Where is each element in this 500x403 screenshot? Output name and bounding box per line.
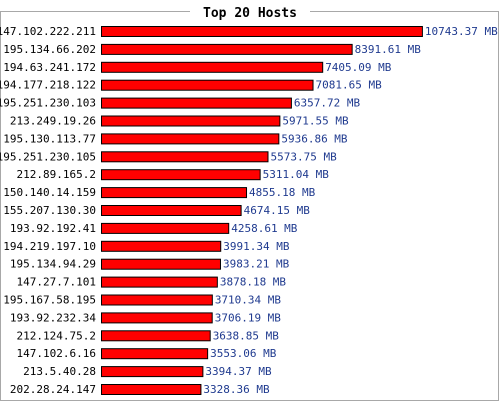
host-label: 195.134.66.202 xyxy=(3,43,96,56)
bar xyxy=(101,43,353,55)
value-label: 3983.21 MB xyxy=(223,258,290,271)
host-label: 195.251.230.103 xyxy=(0,97,96,110)
bar xyxy=(101,348,209,360)
bar xyxy=(101,169,261,181)
bar xyxy=(101,187,248,199)
value-label: 3328.36 MB xyxy=(203,383,270,396)
value-label: 3710.34 MB xyxy=(215,294,282,307)
value-label: 3638.85 MB xyxy=(213,329,280,342)
host-label: 147.102.6.16 xyxy=(17,347,96,360)
host-label: 202.28.24.147 xyxy=(10,383,96,396)
host-label: 147.27.7.101 xyxy=(17,276,96,289)
host-label: 193.92.232.34 xyxy=(10,311,96,324)
value-label: 7405.09 MB xyxy=(325,61,392,74)
host-label: 213.249.19.26 xyxy=(10,115,96,128)
value-label: 3878.18 MB xyxy=(220,276,287,289)
value-label: 3394.37 MB xyxy=(205,365,272,378)
bar xyxy=(101,133,280,145)
bar xyxy=(101,222,230,234)
bar xyxy=(101,312,213,324)
host-label: 150.140.14.159 xyxy=(3,186,96,199)
value-label: 5573.75 MB xyxy=(270,150,337,163)
bar xyxy=(101,26,423,37)
bar xyxy=(101,61,324,73)
value-label: 3553.06 MB xyxy=(210,347,277,360)
host-label: 195.134.94.29 xyxy=(10,258,96,271)
host-label: 195.167.58.195 xyxy=(3,294,96,307)
value-label: 8391.61 MB xyxy=(355,43,422,56)
host-label: 194.219.197.10 xyxy=(3,240,96,253)
host-label: 212.124.75.2 xyxy=(17,329,96,342)
bar xyxy=(101,366,204,378)
bar xyxy=(101,240,222,252)
host-label: 212.89.165.2 xyxy=(17,168,96,181)
value-label: 5311.04 MB xyxy=(263,168,330,181)
title-background xyxy=(190,3,310,21)
value-label: 7081.65 MB xyxy=(316,79,383,92)
host-label: 213.5.40.28 xyxy=(23,365,96,378)
host-label: 195.251.230.105 xyxy=(0,150,96,163)
bar xyxy=(101,151,269,163)
host-label: 194.177.218.122 xyxy=(0,79,96,92)
bars-group: 147.102.222.211 10743.37 MB 195.134.66.202… xyxy=(0,25,498,396)
host-label: 155.207.130.30 xyxy=(3,204,96,217)
bar xyxy=(101,97,292,109)
bar xyxy=(101,115,281,127)
chart-title: Top 20 Hosts xyxy=(203,6,297,21)
value-label: 4674.15 MB xyxy=(244,204,311,217)
bar xyxy=(101,79,314,91)
value-label: 4258.61 MB xyxy=(231,222,298,235)
host-label: 195.130.113.77 xyxy=(3,132,96,145)
bar xyxy=(101,276,218,288)
host-label: 147.102.222.211 xyxy=(0,25,96,38)
value-label: 5936.86 MB xyxy=(281,132,348,145)
value-label: 5971.55 MB xyxy=(282,115,349,128)
host-label: 194.63.241.172 xyxy=(3,61,96,74)
value-label: 6357.72 MB xyxy=(294,97,361,110)
bar xyxy=(101,384,202,395)
host-label: 193.92.192.41 xyxy=(10,222,96,235)
bar xyxy=(101,258,221,270)
value-label: 10743.37 MB xyxy=(425,25,498,38)
value-label: 3706.19 MB xyxy=(215,311,282,324)
bar xyxy=(101,205,242,216)
bar xyxy=(101,294,213,306)
bar xyxy=(101,330,211,342)
value-label: 4855.18 MB xyxy=(249,186,316,199)
value-label: 3991.34 MB xyxy=(223,240,290,253)
